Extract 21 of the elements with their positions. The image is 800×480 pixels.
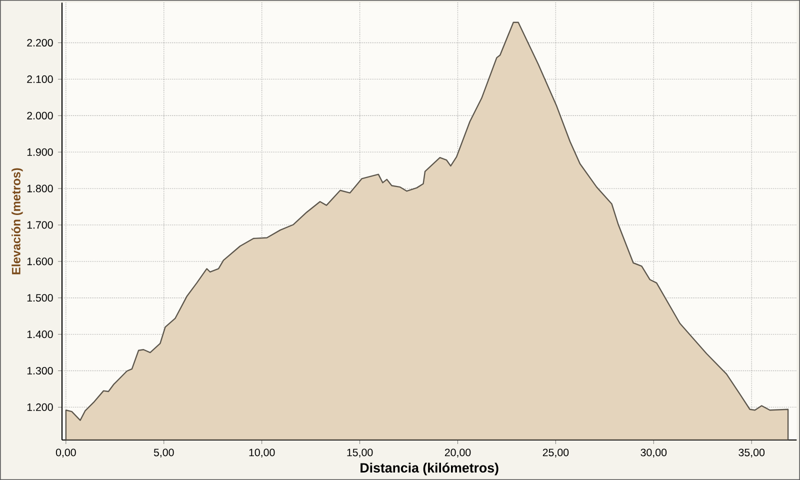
y-tick-label: 1.600 [27, 258, 53, 266]
x-axis-title: Distancia (kilómetros) [360, 462, 498, 476]
x-tick-label: 10,00 [249, 448, 275, 458]
x-tick-label: 20,00 [444, 448, 471, 458]
x-tick-label: 30,00 [640, 448, 667, 458]
y-tick-label: 1.200 [27, 403, 53, 411]
x-tick-label: 0,00 [56, 448, 76, 458]
x-tick-label: 15,00 [347, 448, 373, 458]
y-tick-label: 2.200 [27, 38, 53, 47]
x-tick-label: 35,00 [738, 448, 765, 458]
y-axis-title: Elevación (metros) [11, 168, 23, 274]
y-tick-label: 1.800 [27, 184, 53, 192]
y-tick-label: 1.700 [27, 221, 53, 229]
y-tick-label: 1.500 [27, 294, 53, 302]
y-tick-label: 1.300 [27, 366, 53, 375]
x-tick-label: 25,00 [542, 448, 569, 458]
y-tick-label: 2.000 [27, 112, 53, 120]
y-tick-label: 1.400 [27, 330, 53, 338]
y-tick-label: 1.900 [27, 148, 53, 156]
y-tick-label: 2.100 [27, 75, 53, 83]
x-tick-label: 5,00 [154, 448, 174, 458]
